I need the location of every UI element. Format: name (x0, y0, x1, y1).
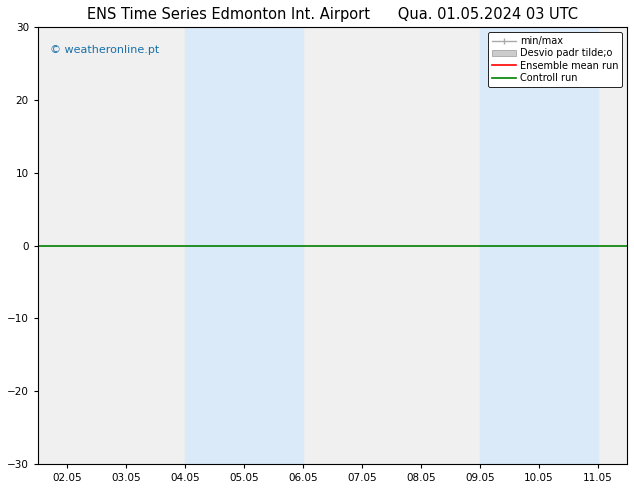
Legend: min/max, Desvio padr tilde;o, Ensemble mean run, Controll run: min/max, Desvio padr tilde;o, Ensemble m… (488, 32, 622, 87)
Text: © weatheronline.pt: © weatheronline.pt (49, 45, 159, 55)
Title: ENS Time Series Edmonton Int. Airport      Qua. 01.05.2024 03 UTC: ENS Time Series Edmonton Int. Airport Qu… (87, 7, 578, 22)
Bar (244, 27, 303, 464)
Bar (185, 27, 244, 464)
Bar (480, 27, 539, 464)
Bar (539, 27, 598, 464)
